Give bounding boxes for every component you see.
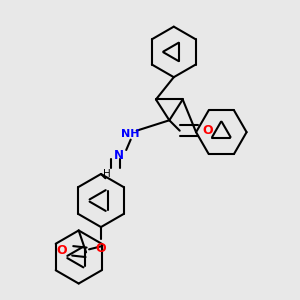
Text: N: N bbox=[114, 149, 124, 162]
Text: O: O bbox=[56, 244, 67, 257]
Text: NH: NH bbox=[122, 129, 140, 139]
Text: O: O bbox=[96, 242, 106, 255]
Text: H: H bbox=[103, 169, 111, 179]
Text: O: O bbox=[202, 124, 213, 137]
